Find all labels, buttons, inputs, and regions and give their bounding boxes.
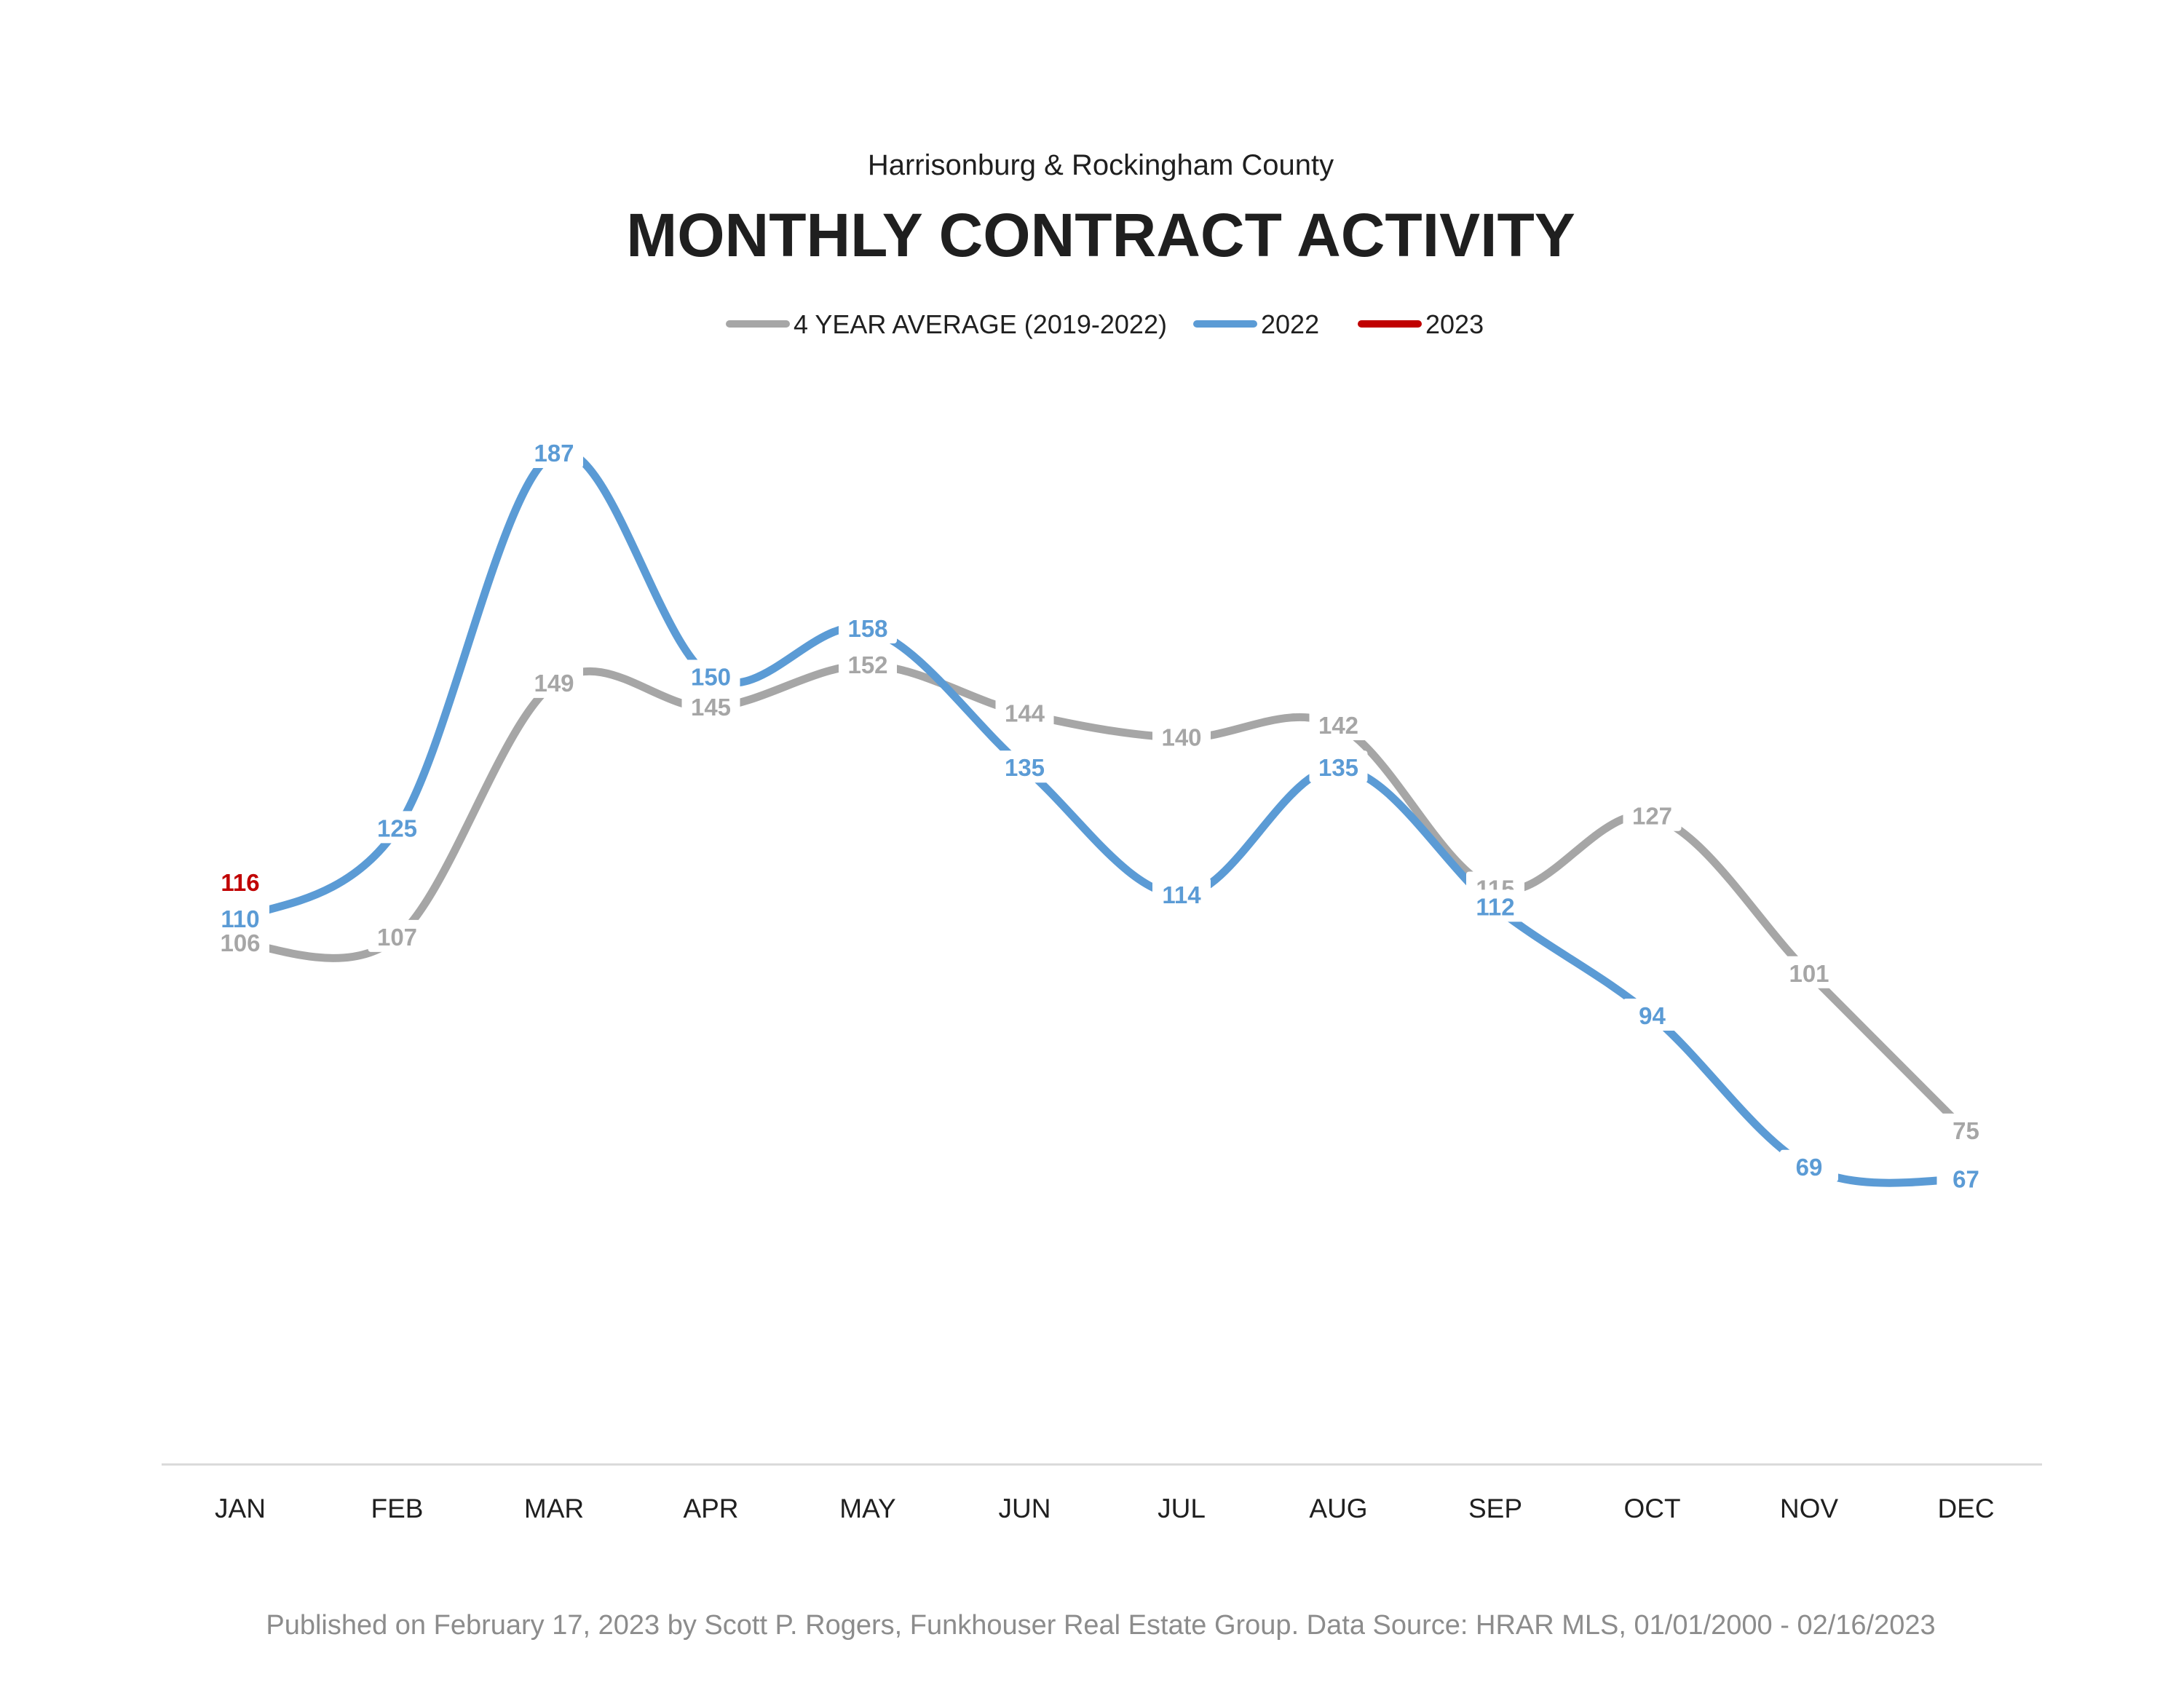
data-label-s2022-apr: 150	[681, 659, 740, 692]
x-tick-apr: APR	[683, 1494, 738, 1523]
svg-text:67: 67	[1952, 1165, 1979, 1192]
legend-label-1: 2022	[1261, 309, 1319, 339]
series-line-avg	[236, 661, 1970, 1135]
data-label-avg-jun: 144	[995, 696, 1054, 729]
data-label-avg-jul: 140	[1152, 720, 1211, 753]
data-label-avg-oct: 127	[1623, 798, 1682, 831]
data-label-avg-may: 152	[839, 647, 897, 680]
data-label-s2022-nov: 69	[1780, 1149, 1838, 1182]
svg-text:158: 158	[847, 615, 887, 642]
svg-text:149: 149	[534, 670, 574, 697]
svg-text:75: 75	[1952, 1117, 1979, 1144]
x-tick-jun: JUN	[999, 1494, 1051, 1523]
x-tick-mar: MAR	[524, 1494, 584, 1523]
legend-label-2: 2023	[1425, 309, 1484, 339]
svg-text:187: 187	[534, 440, 574, 467]
data-label-s2022-may: 158	[839, 611, 897, 644]
svg-text:135: 135	[1318, 754, 1358, 781]
x-tick-may: MAY	[839, 1494, 895, 1523]
svg-text:140: 140	[1161, 724, 1201, 751]
data-label-s2023-jan: 116	[211, 865, 269, 898]
svg-text:106: 106	[220, 929, 260, 956]
chart-subtitle: Harrisonburg & Rockingham County	[868, 149, 1334, 181]
svg-text:127: 127	[1632, 803, 1672, 830]
x-tick-sep: SEP	[1468, 1494, 1522, 1523]
data-label-s2022-mar: 187	[525, 436, 583, 468]
x-tick-feb: FEB	[371, 1494, 424, 1523]
svg-text:142: 142	[1318, 712, 1358, 739]
data-label-avg-apr: 145	[681, 690, 740, 723]
svg-text:101: 101	[1789, 960, 1829, 987]
data-label-s2022-jul: 114	[1152, 877, 1211, 910]
svg-text:94: 94	[1639, 1002, 1666, 1029]
data-label-s2022-jun: 135	[995, 750, 1054, 783]
legend-label-0: 4 YEAR AVERAGE (2019-2022)	[794, 309, 1167, 339]
data-label-avg-mar: 149	[525, 665, 583, 698]
footer-source: Published on February 17, 2023 by Scott …	[266, 1610, 1935, 1641]
svg-text:116: 116	[221, 869, 259, 896]
x-tick-jul: JUL	[1158, 1494, 1206, 1523]
data-label-avg-feb: 107	[368, 919, 427, 952]
data-label-avg-jan: 106	[211, 926, 269, 959]
x-tick-oct: OCT	[1623, 1494, 1680, 1523]
x-axis-ticks: JAN FEB MAR APR MAY JUN JUL AUG SEP OCT NOV DEC	[215, 1494, 1995, 1523]
data-label-avg-dec: 75	[1936, 1113, 1995, 1146]
data-label-avg-aug: 142	[1309, 708, 1368, 741]
x-tick-nov: NOV	[1780, 1494, 1839, 1523]
svg-text:152: 152	[847, 651, 887, 678]
series-lines	[236, 447, 1970, 1187]
svg-text:125: 125	[377, 814, 417, 841]
x-tick-dec: DEC	[1937, 1494, 1994, 1523]
data-label-s2022-oct: 94	[1623, 998, 1682, 1031]
svg-text:145: 145	[691, 694, 731, 721]
svg-text:114: 114	[1162, 881, 1201, 908]
svg-text:135: 135	[1005, 754, 1045, 781]
svg-text:112: 112	[1476, 893, 1514, 920]
data-label-s2022-sep: 112	[1466, 889, 1524, 922]
data-label-s2022-aug: 135	[1309, 750, 1368, 783]
chart-title: MONTHLY CONTRACT ACTIVITY	[626, 201, 1575, 269]
data-label-s2022-feb: 125	[368, 811, 427, 844]
legend: 4 YEAR AVERAGE (2019-2022) 2022 2023	[726, 309, 1484, 339]
x-tick-jan: JAN	[215, 1494, 266, 1523]
svg-text:110: 110	[221, 905, 259, 932]
x-tick-aug: AUG	[1309, 1494, 1367, 1523]
series-line-s2022	[236, 447, 1970, 1187]
svg-text:107: 107	[377, 924, 417, 951]
data-label-avg-nov: 101	[1780, 956, 1838, 988]
svg-text:69: 69	[1796, 1154, 1823, 1181]
data-label-s2022-jan: 110	[211, 902, 269, 934]
svg-text:144: 144	[1005, 699, 1045, 726]
svg-text:150: 150	[691, 664, 731, 691]
data-label-s2022-dec: 67	[1936, 1162, 1995, 1194]
